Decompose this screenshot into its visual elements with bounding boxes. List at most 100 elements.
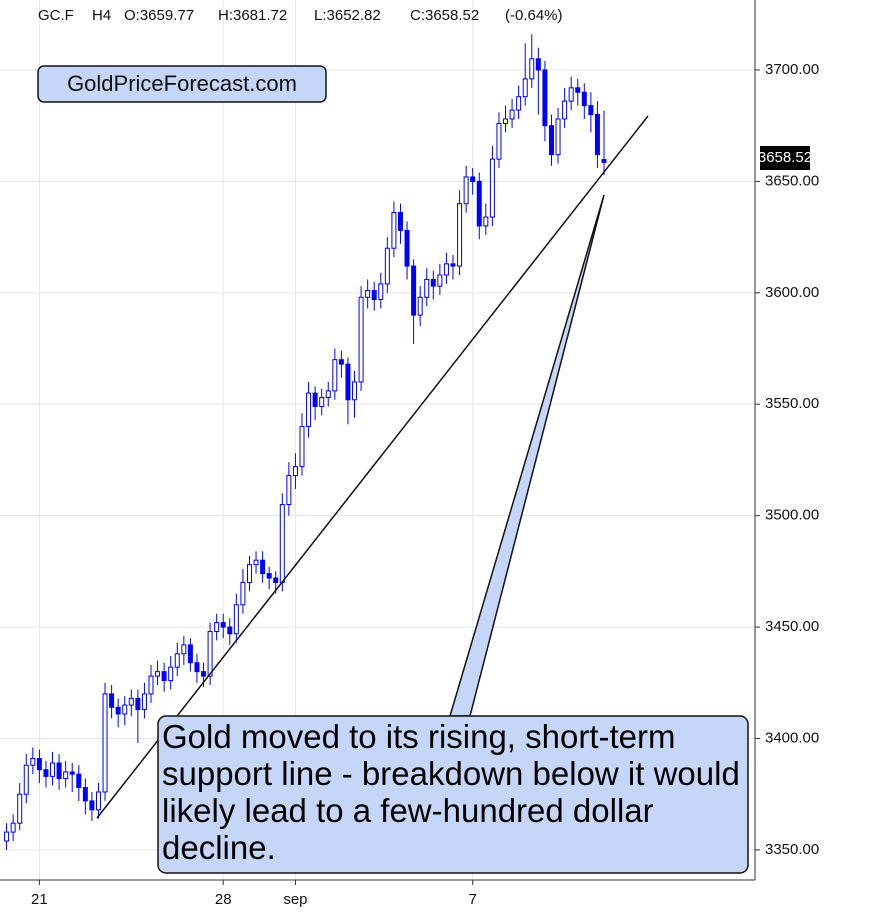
logo-text: GoldPriceForecast.com — [67, 71, 297, 96]
candle-body — [135, 697, 141, 711]
candle-body — [279, 504, 285, 584]
candle-body — [95, 791, 101, 811]
candle-body — [457, 203, 463, 267]
candle-body — [246, 564, 252, 584]
candle-body — [562, 100, 568, 120]
candle-body — [63, 771, 69, 780]
candle-body — [325, 390, 331, 399]
candle-body — [483, 216, 489, 227]
header: GC.F H4 O:3659.77 H:3681.72 L:3652.82 C:… — [38, 7, 563, 24]
y-tick-label: 3450.00 — [765, 618, 819, 635]
candle-body — [548, 125, 554, 156]
candle-body — [253, 559, 259, 566]
candle-body — [575, 87, 581, 93]
candle-body — [529, 58, 535, 80]
candle-body — [214, 622, 220, 633]
interval: H4 — [92, 7, 111, 24]
candles — [4, 34, 607, 850]
candle-body — [10, 822, 16, 833]
x-tick-label: 28 — [215, 891, 232, 908]
candle-body — [476, 180, 482, 227]
candle-body — [207, 631, 213, 677]
open-label: O:3659.77 — [124, 7, 194, 24]
candle-body — [391, 212, 397, 249]
support-line — [96, 115, 649, 819]
candle-body — [292, 466, 298, 477]
close-label: C:3658.52 — [410, 7, 479, 24]
candle-body — [509, 109, 515, 120]
candle-body — [148, 675, 154, 695]
candle-body — [411, 265, 417, 316]
symbol: GC.F — [38, 7, 74, 24]
candle-body — [352, 381, 358, 401]
candle-body — [4, 831, 10, 842]
candle-body — [109, 693, 115, 708]
high-label: H:3681.72 — [218, 7, 287, 24]
candle-body — [240, 582, 246, 606]
candle-body — [522, 78, 528, 98]
y-tick-label: 3700.00 — [765, 61, 819, 78]
logo-box — [37, 65, 327, 103]
candle-body — [161, 671, 167, 682]
candle-body — [345, 363, 351, 401]
last-price-label: 3658.52 — [758, 149, 812, 166]
x-tick-label: 21 — [31, 891, 48, 908]
y-tick-label: 3400.00 — [765, 729, 819, 746]
candle-body — [319, 397, 325, 407]
x-tick-label: 7 — [469, 891, 477, 908]
candle-body — [30, 758, 36, 766]
y-tick-label: 3550.00 — [765, 395, 819, 412]
candle-body — [227, 626, 233, 635]
candle-body — [286, 475, 292, 506]
candle-body — [417, 296, 423, 316]
candle-body — [463, 176, 469, 205]
candle-body — [338, 359, 344, 365]
candle-body — [489, 158, 495, 218]
candle-body — [601, 159, 607, 163]
candle-body — [430, 278, 436, 287]
candle-body — [260, 559, 266, 575]
candle-body — [594, 114, 600, 156]
last-price-tag — [760, 146, 810, 170]
candle-body — [397, 212, 403, 231]
candle-body — [76, 773, 82, 789]
candle-body — [23, 764, 29, 795]
candle-body — [233, 604, 239, 635]
candle-body — [36, 758, 42, 771]
change-label: (-0.64%) — [505, 7, 563, 24]
candle-body — [273, 577, 279, 584]
candle-body — [371, 290, 377, 300]
candle-body — [332, 359, 338, 392]
candle-body — [424, 278, 430, 298]
candle-body — [220, 622, 226, 628]
candle-body — [470, 176, 476, 182]
x-tick-label: sep — [283, 891, 307, 908]
y-tick-label: 3350.00 — [765, 841, 819, 858]
candle-body — [312, 392, 318, 407]
candle-body — [82, 787, 88, 802]
candle-body — [17, 793, 23, 824]
candle-body — [542, 69, 548, 127]
candle-body — [516, 96, 522, 111]
y-tick-label: 3500.00 — [765, 507, 819, 524]
callout-text: Gold moved to its rising, short-term sup… — [162, 718, 740, 866]
candle-body — [568, 87, 574, 102]
candle-body — [443, 263, 449, 276]
candle-body — [503, 118, 509, 124]
candle-body — [69, 771, 75, 775]
candle-body — [306, 392, 312, 428]
candle-body — [384, 247, 390, 285]
candle-body — [56, 762, 62, 780]
candle-body — [365, 290, 371, 298]
candle-body — [588, 105, 594, 116]
candle-body — [535, 58, 541, 71]
candle-body — [404, 229, 410, 267]
callout-box — [157, 715, 749, 874]
candle-body — [496, 122, 502, 160]
candle-body — [168, 666, 174, 682]
candle-body — [450, 263, 456, 267]
candle-body — [174, 653, 180, 668]
candle-body — [128, 697, 134, 706]
